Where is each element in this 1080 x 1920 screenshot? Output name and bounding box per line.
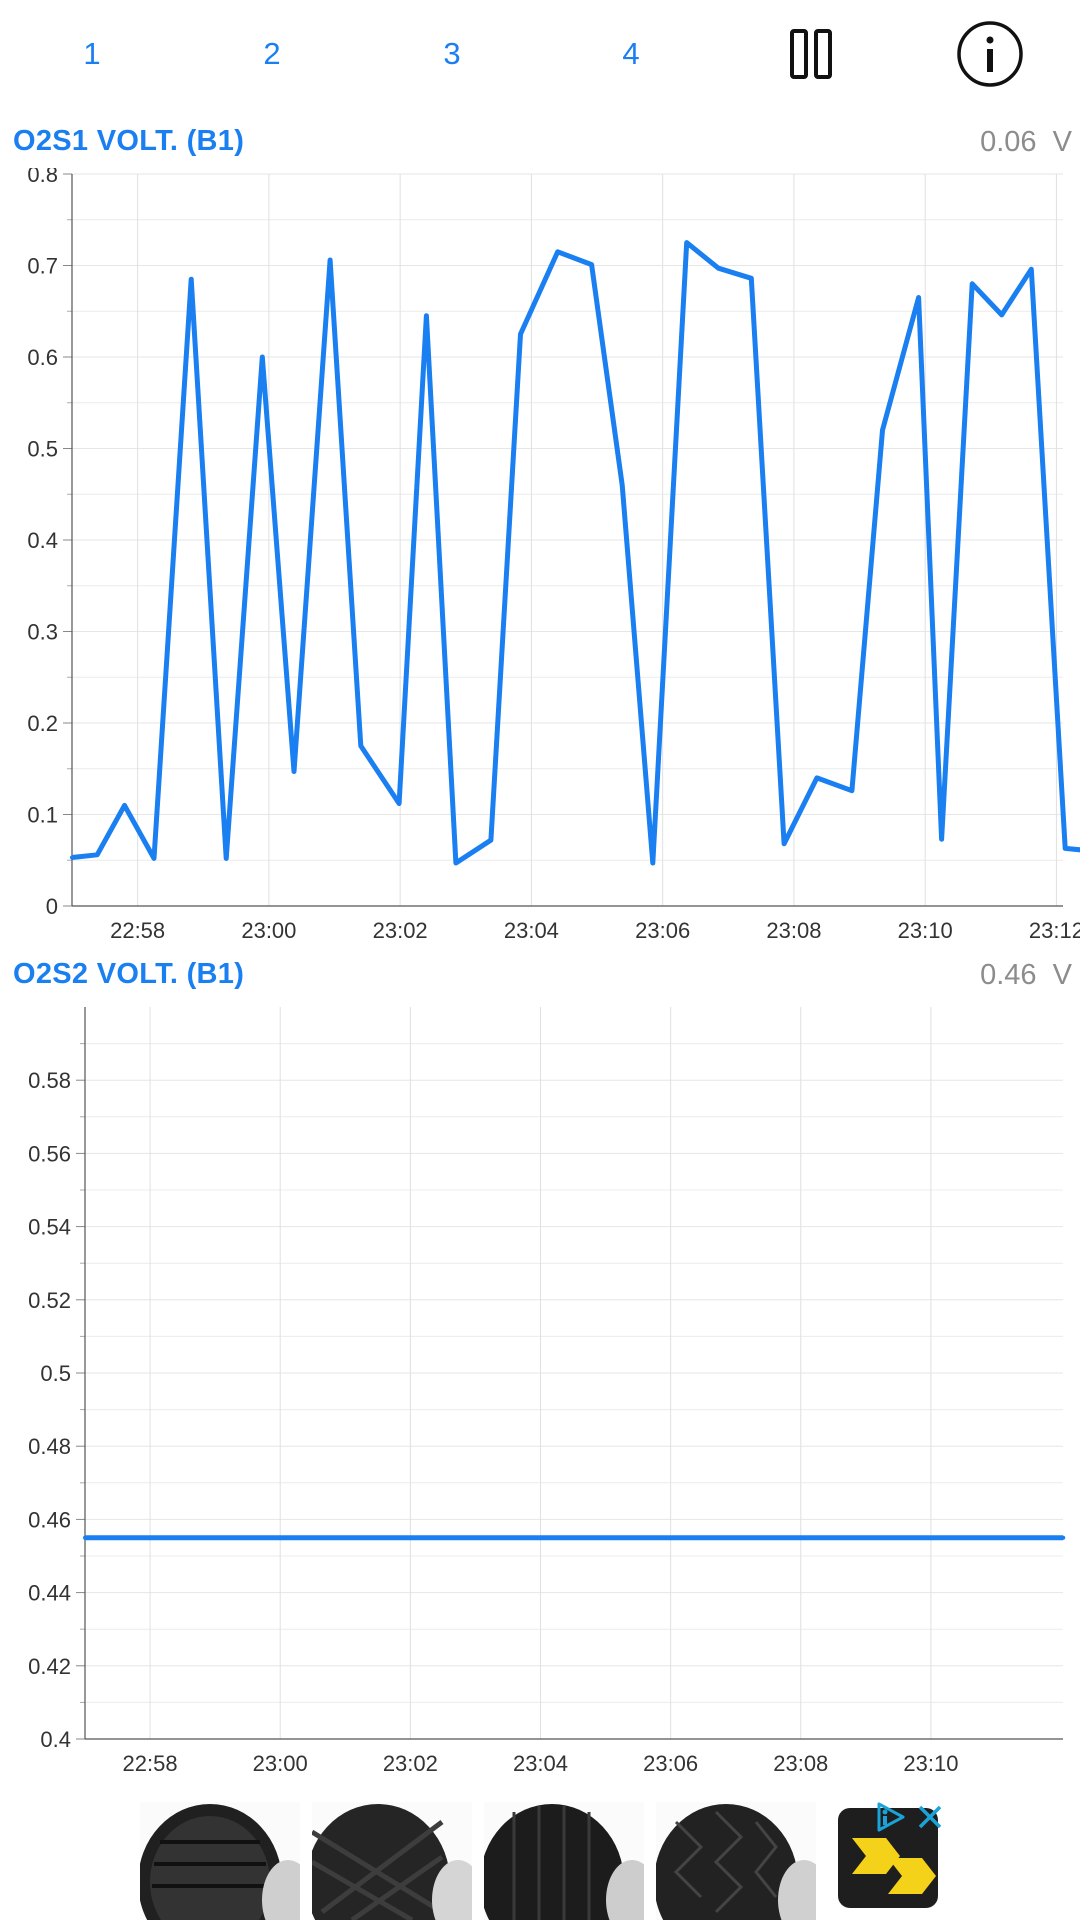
y-tick-label: 0.4 (27, 528, 58, 553)
y-tick-label: 0.2 (27, 711, 58, 736)
pause-button[interactable] (766, 12, 856, 96)
y-tick-label: 0 (46, 894, 58, 919)
y-tick-label: 0.5 (40, 1361, 71, 1386)
data-point (397, 801, 402, 806)
x-tick-label: 23:10 (903, 1751, 958, 1776)
y-tick-label: 0.54 (28, 1215, 71, 1240)
data-point (1029, 267, 1034, 272)
chart-1-current-value: 0.06 V (980, 126, 1072, 158)
data-point (555, 249, 560, 254)
x-tick-label: 23:06 (635, 918, 690, 943)
tab-3[interactable]: 3 (443, 36, 461, 71)
data-point (814, 775, 819, 780)
tab-2[interactable]: 2 (263, 36, 281, 71)
series-line (71, 240, 1080, 866)
x-tick-label: 23:00 (241, 918, 296, 943)
top-toolbar: 1 2 3 4 (0, 0, 1080, 108)
close-icon (918, 1805, 942, 1829)
data-point (916, 295, 921, 300)
y-tick-label: 0.3 (27, 620, 58, 645)
data-point (684, 240, 689, 245)
tire-image (312, 1804, 472, 1920)
data-point (880, 428, 885, 433)
data-point (328, 258, 333, 263)
data-point (453, 860, 458, 865)
data-point (970, 281, 975, 286)
x-tick-label: 23:06 (643, 1751, 698, 1776)
y-tick-label: 0.8 (27, 168, 58, 187)
info-icon (957, 21, 1023, 87)
data-point (224, 856, 229, 861)
data-point (488, 838, 493, 843)
y-tick-label: 0.56 (28, 1141, 71, 1166)
y-tick-label: 0.52 (28, 1288, 71, 1313)
x-tick-label: 23:02 (373, 918, 428, 943)
data-point (70, 855, 74, 860)
data-point (358, 743, 363, 748)
y-tick-label: 0.1 (27, 803, 58, 828)
pause-icon (790, 29, 832, 79)
data-point (939, 837, 944, 842)
ad-banner[interactable] (0, 1790, 1080, 1920)
ad-choices-icon (877, 1802, 905, 1832)
data-point (424, 313, 429, 318)
tire-image (140, 1804, 300, 1920)
tire-ad-2[interactable] (312, 1802, 472, 1920)
tab-1[interactable]: 1 (83, 36, 101, 71)
data-point (849, 788, 854, 793)
x-tick-label: 22:58 (123, 1751, 178, 1776)
y-tick-label: 0.58 (28, 1068, 71, 1093)
tire-image (656, 1804, 816, 1920)
data-point (1061, 1535, 1066, 1540)
ad-close-button[interactable] (913, 1800, 947, 1834)
x-tick-label: 23:10 (898, 918, 953, 943)
y-tick-label: 0.6 (27, 345, 58, 370)
tab-4[interactable]: 4 (622, 36, 640, 71)
data-point (95, 852, 100, 857)
y-tick-label: 0.7 (27, 254, 58, 279)
tire-image (484, 1804, 644, 1920)
tire-ad-3[interactable] (484, 1802, 644, 1920)
tire-ad-1[interactable] (140, 1802, 300, 1920)
o2s2-voltage-chart[interactable]: 0.4 0.42 0.44 0.46 0.48 0.5 0.52 0.54 0.56 0.58 22… (0, 1000, 1080, 1780)
chart-1-title: O2S1 VOLT. (B1) (13, 125, 245, 157)
tire-ad-4[interactable] (656, 1802, 816, 1920)
data-point (122, 803, 127, 808)
x-tick-label: 23:04 (513, 1751, 568, 1776)
ad-choices-button[interactable] (873, 1800, 907, 1834)
x-tick-label: 23:08 (766, 918, 821, 943)
data-point (620, 483, 625, 488)
o2s1-voltage-chart[interactable]: 0 0.1 0.2 0.3 0.4 0.5 0.6 0.7 0.8 22:58 23:00 23:02… (0, 168, 1080, 948)
data-point (999, 312, 1004, 317)
y-tick-label: 0.48 (28, 1434, 71, 1459)
x-tick-label: 23:02 (383, 1751, 438, 1776)
chevron-logo-icon (852, 1838, 936, 1894)
data-point (1063, 846, 1068, 851)
data-point (716, 266, 721, 271)
data-point (152, 856, 157, 861)
y-tick-label: 0.4 (40, 1727, 71, 1752)
chart-2-current-value: 0.46 V (980, 959, 1072, 991)
data-point (189, 277, 194, 282)
x-tick-label: 23:04 (504, 918, 559, 943)
x-tick-label: 23:00 (253, 1751, 308, 1776)
x-tick-label: 23:12 (1029, 918, 1080, 943)
data-point (782, 841, 787, 846)
data-point (518, 332, 523, 337)
data-point (749, 276, 754, 281)
x-tick-label: 23:08 (773, 1751, 828, 1776)
y-tick-label: 0.44 (28, 1581, 71, 1606)
y-tick-label: 0.5 (27, 437, 58, 462)
y-tick-label: 0.46 (28, 1507, 71, 1532)
chart-2-title: O2S2 VOLT. (B1) (13, 958, 245, 990)
data-point (83, 1535, 87, 1540)
data-point (589, 262, 594, 267)
data-point (260, 355, 265, 359)
data-point (292, 769, 297, 774)
data-point (650, 860, 655, 865)
y-tick-label: 0.42 (28, 1654, 71, 1679)
info-button[interactable] (945, 12, 1035, 96)
x-tick-label: 22:58 (110, 918, 165, 943)
